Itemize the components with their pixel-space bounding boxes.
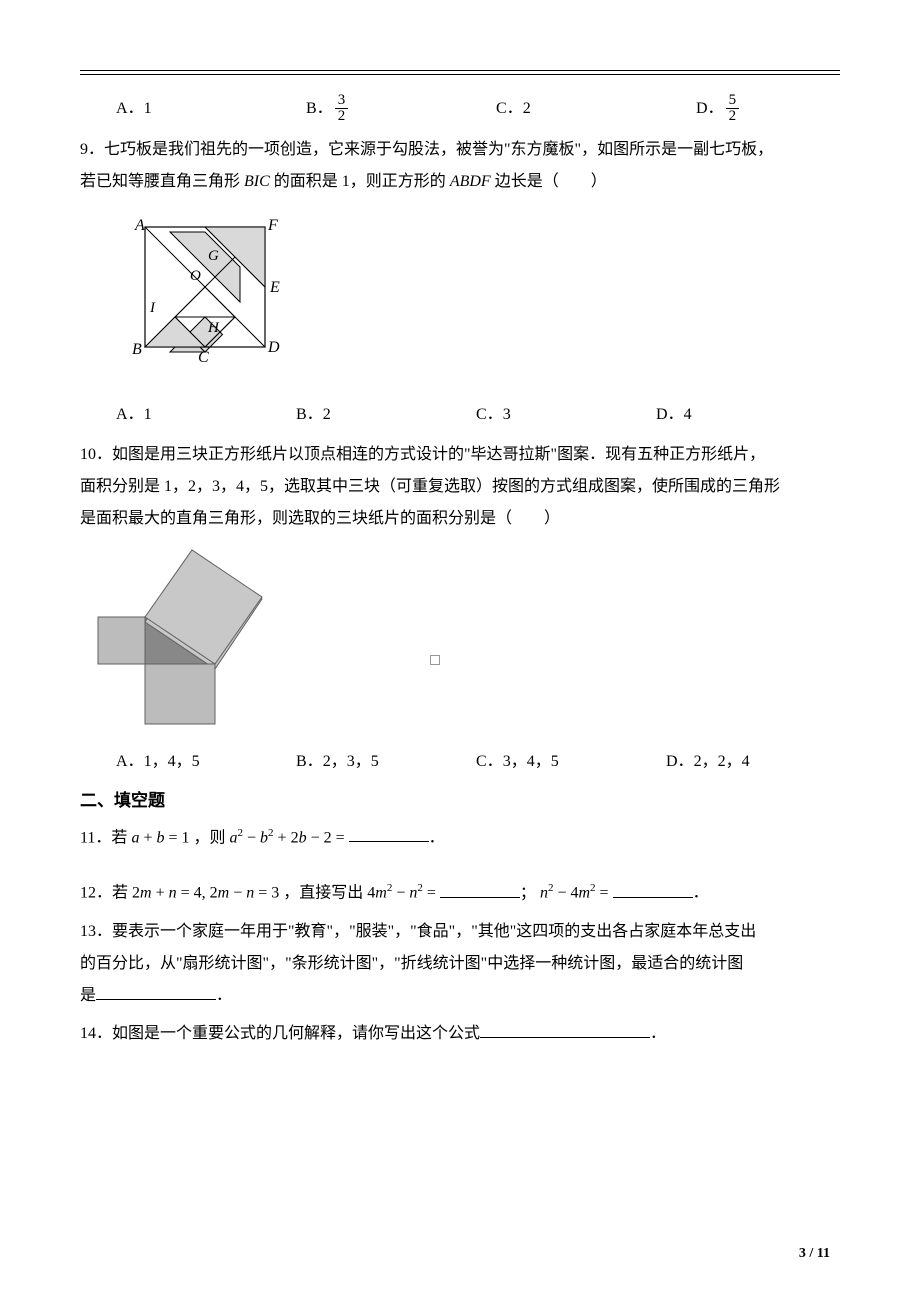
q13-blank — [96, 983, 216, 1000]
q8-option-a: A．1 — [116, 95, 306, 123]
q11-blank — [349, 825, 429, 842]
q10-option-b: B．2，3，5 — [296, 748, 476, 776]
q9-option-a: A．1 — [116, 401, 296, 429]
q9-options: A．1 B．2 C．3 D．4 — [80, 401, 840, 429]
q10-text: 10．如图是用三块正方形纸片以顶点相连的方式设计的"毕达哥拉斯"图案．现有五种正… — [80, 439, 840, 535]
q8-d-den: 2 — [726, 109, 740, 124]
q9-option-c: C．3 — [476, 401, 656, 429]
svg-text:B: B — [132, 341, 142, 358]
q14-blank — [480, 1021, 650, 1038]
svg-text:D: D — [267, 339, 280, 356]
q14-num: 14． — [80, 1025, 112, 1042]
q8-option-d: D．52 — [696, 93, 816, 124]
q10-option-a: A．1，4，5 — [116, 748, 296, 776]
q10-num: 10． — [80, 446, 112, 463]
q9-option-b: B．2 — [296, 401, 476, 429]
q11-mid: ，则 — [190, 829, 230, 846]
page-top-rule — [80, 70, 840, 75]
q8-b-num: 3 — [335, 93, 349, 109]
q9-option-d: D．4 — [656, 401, 776, 429]
q13-line2: 的百分比，从"扇形统计图"，"条形统计图"，"折线统计图"中选择一种统计图，最适… — [80, 955, 743, 972]
q13-line3: 是 — [80, 987, 96, 1004]
page-number: 3 / 11 — [799, 1246, 830, 1262]
q8-options: A．1 B．32 C．2 D．52 — [80, 93, 840, 124]
svg-text:H: H — [207, 320, 220, 336]
q10-option-c: C．3，4，5 — [476, 748, 666, 776]
q10-figure — [90, 549, 840, 734]
q13-num: 13． — [80, 923, 112, 940]
q11-pre: 若 — [111, 829, 131, 846]
svg-text:I: I — [149, 300, 156, 316]
q9-line2b: 的面积是 1，则正方形的 — [270, 173, 450, 190]
q10-line2: 面积分别是 1，2，3，4，5，选取其中三块（可重复选取）按图的方式组成图案，使… — [80, 478, 780, 495]
q13-post: ． — [216, 987, 232, 1004]
q9-text: 9．七巧板是我们祖先的一项创造，它来源于勾股法，被誉为"东方魔板"，如图所示是一… — [80, 134, 840, 198]
q9-bic: BIC — [244, 173, 270, 190]
q8-opt-c-val: 2 — [523, 95, 531, 123]
q12-blank2 — [613, 881, 693, 898]
q12-post: ． — [693, 885, 709, 902]
q12-text: 12．若 2m + n = 4, 2m − n = 3 ，直接写出 4m2 − … — [80, 872, 840, 909]
q8-b-den: 2 — [335, 109, 349, 124]
q10-line1: 如图是用三块正方形纸片以顶点相连的方式设计的"毕达哥拉斯"图案．现有五种正方形纸… — [112, 446, 765, 463]
q11-post: ． — [429, 829, 445, 846]
q8-opt-a-val: 1 — [144, 95, 152, 123]
q8-option-c: C．2 — [496, 95, 696, 123]
svg-text:O: O — [190, 268, 201, 284]
section-2-title: 二、填空题 — [80, 786, 840, 811]
q12-mid1: ，直接写出 — [279, 885, 367, 902]
q8-option-b: B．32 — [306, 93, 496, 124]
q14-text: 14．如图是一个重要公式的几何解释，请你写出这个公式 ． — [80, 1018, 840, 1050]
q13-text: 13．要表示一个家庭一年用于"教育"，"服装"，"食品"，"其他"这四项的支出各… — [80, 916, 840, 1012]
q9-figure: A F D B C E O G I H — [120, 212, 840, 387]
q9-abdf: ABDF — [450, 173, 491, 190]
q9-num: 9． — [80, 141, 104, 158]
q12-sep: ； — [520, 885, 540, 902]
svg-text:C: C — [198, 349, 209, 366]
q9-line2c: 边长是（ ） — [491, 173, 607, 190]
q14-body: 如图是一个重要公式的几何解释，请你写出这个公式 — [112, 1025, 480, 1042]
q12-num: 12． — [80, 885, 112, 902]
svg-text:E: E — [269, 279, 280, 296]
svg-text:G: G — [208, 248, 219, 264]
q11-text: 11．若 a + b = 1 ，则 a2 − b2 + 2b − 2 = ． — [80, 817, 840, 854]
q11-num: 11． — [80, 829, 111, 846]
q12-pre: 若 — [112, 885, 132, 902]
q10-option-d: D．2，2，4 — [666, 748, 786, 776]
q9-line1: 七巧板是我们祖先的一项创造，它来源于勾股法，被誉为"东方魔板"，如图所示是一副七… — [104, 141, 773, 158]
q10-line3: 是面积最大的直角三角形，则选取的三块纸片的面积分别是（ ） — [80, 510, 560, 527]
svg-text:F: F — [267, 217, 278, 234]
q8-d-num: 5 — [726, 93, 740, 109]
watermark-box-icon — [430, 655, 440, 665]
q13-line1: 要表示一个家庭一年用于"教育"，"服装"，"食品"，"其他"这四项的支出各占家庭… — [112, 923, 756, 940]
q14-post: ． — [650, 1025, 666, 1042]
q9-line2a: 若已知等腰直角三角形 — [80, 173, 244, 190]
q12-blank1 — [440, 881, 520, 898]
q10-options: A．1，4，5 B．2，3，5 C．3，4，5 D．2，2，4 — [80, 748, 840, 776]
svg-text:A: A — [134, 217, 145, 234]
